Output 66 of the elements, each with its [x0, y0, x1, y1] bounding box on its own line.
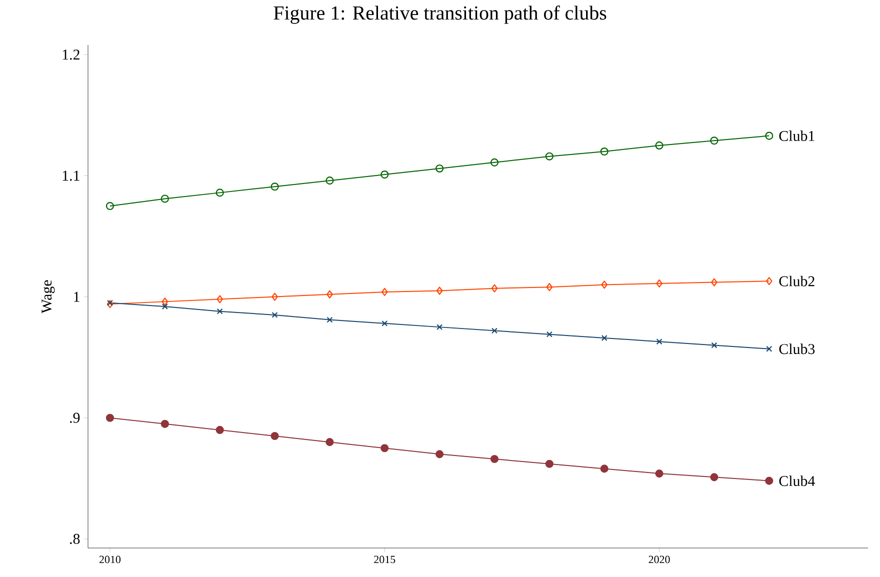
point — [711, 278, 718, 286]
point — [380, 444, 389, 452]
point — [546, 331, 552, 338]
chart-title: Figure 1: Relative transition path of clubs — [274, 6, 606, 24]
point — [162, 303, 168, 310]
point — [270, 432, 279, 440]
point — [710, 473, 718, 482]
point — [216, 188, 224, 197]
point — [436, 164, 444, 173]
point — [272, 312, 278, 318]
point — [106, 300, 113, 306]
point — [546, 283, 553, 292]
point — [655, 141, 664, 150]
point — [382, 320, 388, 326]
point — [491, 284, 498, 292]
x-tick-label: 2015 — [374, 556, 396, 564]
point — [162, 298, 168, 306]
series-label: Club2 — [779, 276, 814, 286]
x-tick-label: 2010 — [100, 556, 121, 564]
point — [106, 300, 114, 308]
point — [711, 342, 718, 348]
point — [106, 414, 114, 422]
y-tick-label: 1.2 — [62, 50, 80, 60]
point — [270, 182, 279, 191]
point — [545, 460, 554, 468]
y-tick-label: 1.1 — [62, 170, 80, 181]
point — [326, 316, 333, 323]
point — [656, 338, 662, 345]
point — [491, 328, 498, 334]
point — [545, 152, 554, 160]
point — [216, 308, 223, 314]
point — [326, 438, 334, 446]
point — [272, 292, 278, 301]
point — [490, 454, 499, 464]
y-tick-label: 1 — [74, 292, 80, 302]
point — [216, 295, 223, 304]
point — [216, 426, 224, 434]
series-label: Club4 — [779, 476, 815, 486]
point — [436, 450, 444, 458]
point — [656, 279, 662, 288]
point — [326, 290, 333, 298]
point — [766, 346, 772, 352]
point — [160, 194, 169, 203]
point — [436, 286, 443, 295]
point — [436, 324, 443, 330]
series-label: Club1 — [779, 130, 814, 142]
point — [600, 464, 608, 473]
point — [601, 280, 608, 289]
point — [600, 147, 608, 156]
point — [765, 476, 774, 485]
series-label: Club3 — [779, 344, 815, 354]
point — [106, 202, 114, 210]
point — [326, 176, 334, 185]
point — [160, 420, 169, 428]
y-tick-label: .8 — [70, 534, 80, 544]
point — [601, 334, 608, 341]
point — [490, 158, 499, 166]
point — [765, 132, 774, 140]
point — [381, 288, 388, 296]
point — [710, 136, 718, 145]
point — [766, 277, 772, 286]
point — [380, 170, 389, 179]
x-tick-label: 2020 — [648, 556, 670, 564]
y-axis-title: Wage — [42, 280, 55, 314]
point — [655, 470, 664, 478]
y-tick-label: .9 — [70, 412, 80, 423]
